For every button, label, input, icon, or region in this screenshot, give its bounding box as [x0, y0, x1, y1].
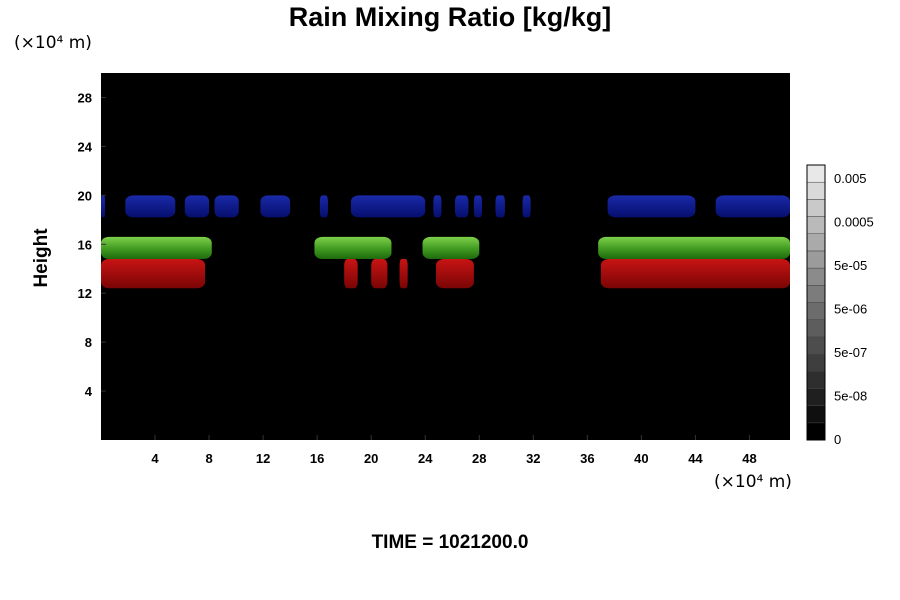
colorbar-swatch: [806, 199, 826, 217]
colorbar-label: 5e-08: [834, 389, 867, 404]
colorbar-swatch: [806, 388, 826, 406]
blue-region-0: [101, 195, 106, 218]
y-tick-label: 8: [85, 335, 92, 350]
x-tick-label: 24: [418, 451, 433, 466]
y-tick-label: 12: [78, 286, 92, 301]
blue-region-13: [715, 195, 790, 218]
y-axis-unit: (×10⁴ m): [14, 33, 92, 53]
green-region-1: [314, 236, 392, 259]
colorbar-label: 0.005: [834, 171, 867, 186]
x-tick-label: 44: [688, 451, 703, 466]
colorbar-swatch: [806, 371, 826, 389]
blue-region-7: [433, 195, 442, 218]
colorbar-swatch: [806, 319, 826, 338]
colorbar-swatch: [806, 405, 826, 424]
blue-region-3: [214, 195, 239, 218]
x-tick-label: 40: [634, 451, 648, 466]
y-tick-label: 28: [78, 90, 92, 105]
blue-region-5: [319, 195, 328, 218]
red-region-1: [344, 258, 358, 289]
green-region-3: [598, 236, 790, 259]
colorbar-swatch: [806, 233, 826, 252]
x-tick-label: 20: [364, 451, 378, 466]
colorbar-label: 5e-06: [834, 302, 867, 317]
x-tick-label: 36: [580, 451, 594, 466]
colorbar-swatch: [806, 285, 826, 303]
colorbar-swatch: [806, 302, 826, 320]
colorbar-label: 0.0005: [834, 215, 874, 230]
blue-region-1: [125, 195, 176, 218]
green-region-0: [101, 236, 212, 259]
chart-title: Rain Mixing Ratio [kg/kg]: [288, 2, 612, 32]
colorbar-label: 5e-05: [834, 258, 867, 273]
red-region-4: [436, 258, 474, 289]
blue-region-11: [522, 195, 531, 218]
x-tick-label: 28: [472, 451, 486, 466]
time-label: TIME = 1021200.0: [371, 532, 529, 553]
y-tick-label: 24: [78, 139, 93, 154]
colorbar-swatch: [806, 422, 826, 441]
blue-region-12: [607, 195, 696, 218]
colorbar-swatch: [806, 164, 826, 183]
x-tick-label: 48: [742, 451, 756, 466]
colorbar-frame: [806, 164, 826, 441]
x-tick-label: 4: [151, 451, 159, 466]
red-region-3: [399, 258, 408, 289]
blue-region-2: [184, 195, 210, 218]
colorbar-swatch: [806, 250, 826, 269]
colorbar-label: 0: [834, 432, 841, 447]
red-region-2: [371, 258, 388, 289]
colorbar-swatch: [806, 353, 826, 372]
x-tick-label: 12: [256, 451, 270, 466]
blue-region-8: [454, 195, 469, 218]
blue-region-9: [473, 195, 482, 218]
x-tick-label: 32: [526, 451, 540, 466]
colorbar-label: 5e-07: [834, 345, 867, 360]
colorbar-swatch: [806, 181, 826, 200]
blue-region-4: [260, 195, 291, 218]
red-region-0: [101, 258, 206, 289]
colorbar-swatch: [806, 336, 826, 355]
colorbar-swatch: [806, 216, 826, 234]
y-tick-label: 16: [78, 237, 92, 252]
blue-region-6: [350, 195, 426, 218]
colorbar-swatch: [806, 267, 826, 286]
red-region-5: [600, 258, 790, 289]
x-axis-unit: (×10⁴ m): [714, 472, 792, 492]
green-region-2: [422, 236, 480, 259]
y-tick-label: 4: [85, 384, 93, 399]
y-tick-label: 20: [78, 188, 92, 203]
x-tick-label: 16: [310, 451, 324, 466]
blue-region-10: [495, 195, 505, 218]
x-tick-label: 8: [205, 451, 212, 466]
